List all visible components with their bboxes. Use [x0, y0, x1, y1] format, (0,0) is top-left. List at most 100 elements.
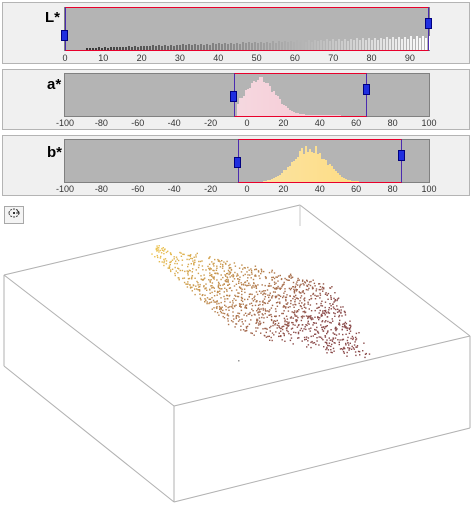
data-point	[324, 335, 326, 337]
data-point	[264, 327, 266, 330]
data-point	[183, 277, 186, 279]
data-point	[225, 305, 227, 308]
data-point	[270, 315, 273, 318]
data-point	[260, 322, 262, 324]
histogram-bar	[239, 44, 241, 50]
data-point	[222, 309, 224, 312]
selection-range-L[interactable]	[65, 7, 429, 51]
max-handle-L[interactable]	[425, 18, 432, 29]
data-point	[327, 344, 329, 347]
data-point	[298, 337, 300, 339]
data-point	[233, 305, 236, 307]
data-point	[191, 290, 193, 292]
data-point	[258, 314, 260, 316]
data-point	[248, 296, 250, 298]
data-point	[218, 283, 220, 285]
histogram-bar	[353, 181, 355, 182]
data-point	[223, 283, 225, 285]
data-point	[249, 274, 251, 276]
data-point	[338, 316, 340, 318]
data-point	[302, 282, 304, 285]
data-point	[231, 306, 233, 308]
data-point	[251, 298, 254, 300]
data-point	[349, 324, 352, 326]
data-point	[324, 301, 327, 303]
data-point	[292, 281, 295, 284]
data-point	[170, 270, 172, 273]
data-point	[270, 307, 273, 309]
data-point	[228, 283, 231, 285]
min-handle-b[interactable]	[233, 157, 241, 168]
histogram-bar	[362, 38, 364, 50]
max-handle-b[interactable]	[397, 150, 405, 161]
data-point	[331, 286, 333, 288]
min-handle-L[interactable]	[61, 30, 68, 41]
histogram-bar	[357, 181, 359, 182]
data-point	[197, 266, 200, 269]
data-point	[324, 341, 327, 344]
data-point	[344, 311, 346, 314]
data-point	[334, 337, 337, 339]
data-point	[259, 320, 261, 323]
data-point	[219, 284, 222, 287]
data-point	[268, 282, 271, 285]
rotate-3d-button[interactable]	[4, 206, 24, 224]
data-point	[196, 252, 198, 255]
data-point	[186, 286, 189, 288]
data-point	[268, 300, 270, 302]
max-handle-a[interactable]	[363, 84, 371, 95]
selection-range-b[interactable]	[237, 139, 402, 183]
data-point	[238, 312, 241, 315]
data-point	[216, 267, 218, 269]
data-point	[218, 259, 220, 262]
data-point	[203, 285, 205, 287]
data-point	[297, 331, 300, 333]
data-point	[202, 279, 204, 281]
data-point	[322, 330, 325, 332]
data-point	[356, 345, 359, 347]
selection-range-a[interactable]	[234, 73, 368, 117]
data-point	[319, 286, 322, 288]
min-handle-a[interactable]	[230, 91, 238, 102]
scatter-3d-view[interactable]	[0, 196, 475, 515]
data-point	[346, 355, 348, 357]
data-point	[250, 319, 252, 321]
data-point	[310, 295, 312, 297]
data-point	[343, 352, 345, 354]
data-point	[282, 283, 285, 286]
data-point	[256, 319, 258, 321]
data-point	[294, 315, 296, 317]
data-point	[220, 307, 222, 309]
data-point	[287, 322, 289, 324]
histogram-bar	[257, 80, 259, 116]
data-point	[267, 294, 269, 296]
data-point	[311, 317, 313, 319]
data-point	[316, 340, 318, 342]
data-point	[276, 276, 278, 278]
data-point	[337, 297, 340, 299]
histogram-bar	[416, 36, 418, 50]
data-point	[187, 263, 190, 266]
data-point	[176, 258, 178, 260]
data-point	[251, 304, 254, 307]
data-point	[206, 289, 208, 291]
data-point	[262, 293, 264, 296]
data-point	[206, 297, 209, 299]
data-point	[321, 286, 324, 288]
data-point	[287, 306, 289, 309]
rotate-3d-icon	[7, 206, 21, 224]
data-point	[310, 280, 312, 283]
channel-panel-b: b* -100 -80 -60 -40 -20 0 20 40 60 80 100	[2, 135, 470, 196]
histogram-bar	[140, 46, 142, 50]
data-point	[336, 311, 339, 313]
tick-label: -100	[55, 118, 75, 128]
data-point	[348, 324, 351, 326]
data-point	[348, 332, 351, 335]
data-point	[276, 319, 278, 322]
data-point	[327, 312, 329, 314]
data-point	[244, 281, 246, 284]
histogram-bar	[278, 41, 280, 50]
histogram-bar	[317, 41, 319, 50]
data-point	[275, 302, 278, 304]
data-point	[295, 297, 298, 299]
